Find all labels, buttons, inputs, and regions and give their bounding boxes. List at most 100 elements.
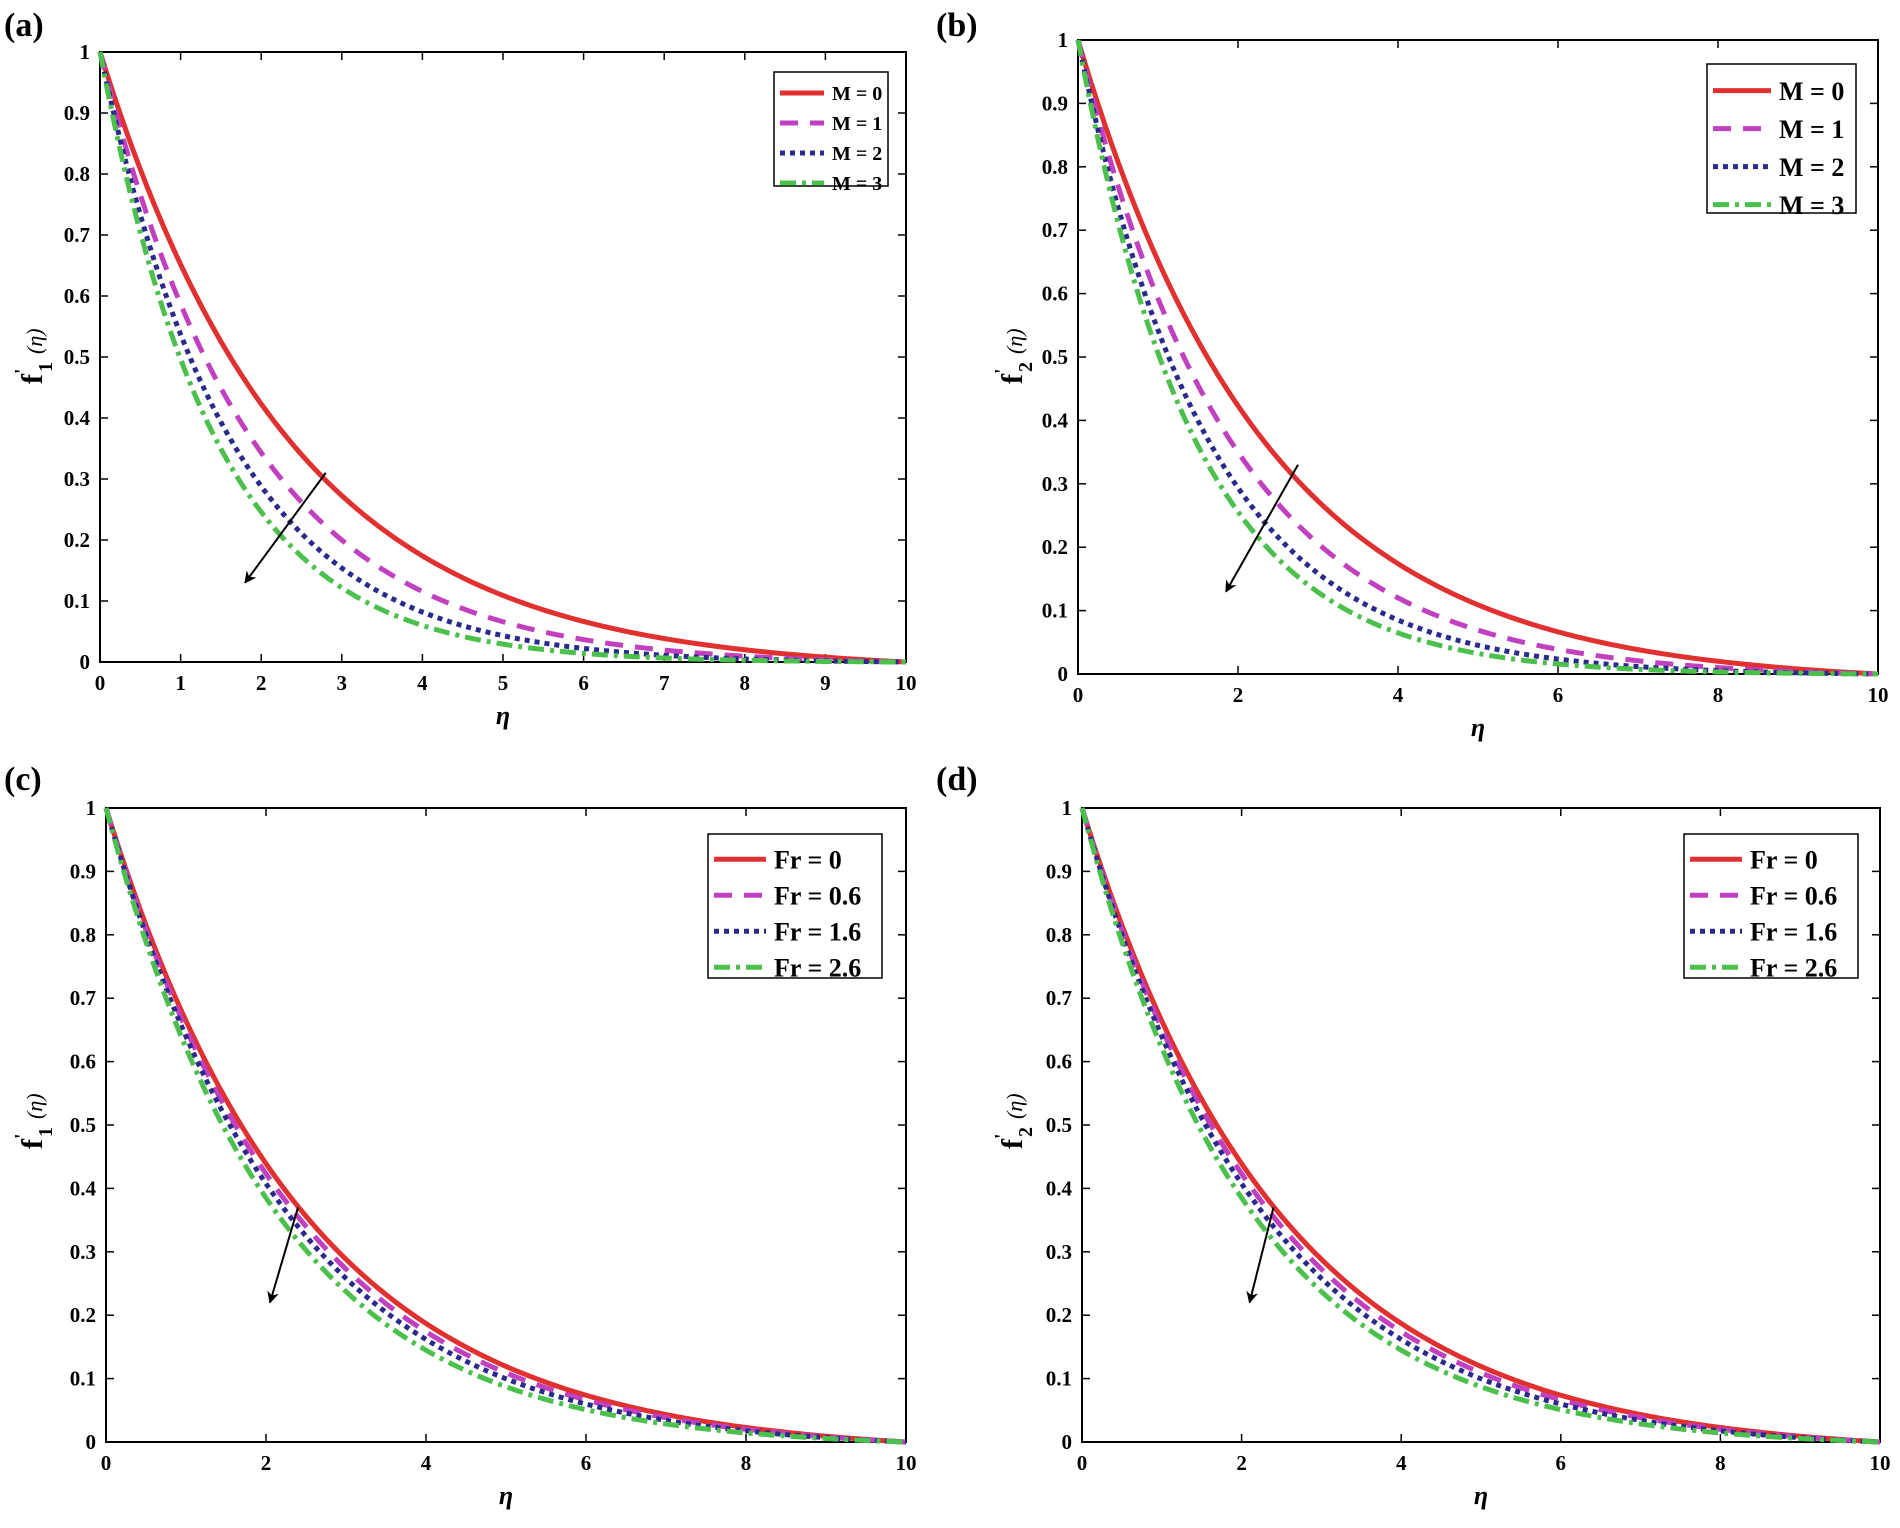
x-tick-label: 2 (1236, 1451, 1247, 1475)
y-tick-label: 0.5 (64, 345, 90, 369)
y-axis-label-prime: ' (11, 368, 33, 374)
y-tick-label: 0.9 (1046, 859, 1072, 883)
y-axis-label-prime: ' (11, 1133, 33, 1139)
x-tick-label: 8 (740, 671, 751, 695)
x-tick-label: 6 (581, 1451, 592, 1475)
trend-arrow (1225, 464, 1299, 593)
y-tick-label: 0.7 (1046, 986, 1072, 1010)
y-tick-label: 0.8 (64, 162, 90, 186)
x-axis-label: η (1471, 713, 1485, 742)
legend-label-4: Fr = 2.6 (1750, 954, 1837, 983)
y-tick-label: 0.4 (70, 1176, 97, 1200)
legend-label-4: M = 3 (1779, 191, 1844, 220)
trend-arrow (1246, 1207, 1275, 1304)
legend-label-4: Fr = 2.6 (774, 954, 861, 983)
legend-label-2: Fr = 0.6 (774, 882, 861, 911)
series-line-4 (97, 51, 907, 665)
series-line-3 (103, 807, 907, 1445)
x-tick-label: 7 (659, 671, 670, 695)
y-axis-label-main: f (16, 373, 49, 384)
x-tick-label: 4 (417, 671, 428, 695)
x-tick-label: 10 (1870, 1451, 1891, 1475)
x-tick-label: 9 (820, 671, 831, 695)
y-tick-label: 0.2 (64, 528, 90, 552)
series-line-3 (1079, 807, 1881, 1445)
series-line-2 (97, 51, 907, 665)
x-tick-label: 4 (1393, 683, 1404, 707)
y-tick-label: 0.8 (70, 923, 96, 947)
trend-arrow (244, 472, 327, 584)
x-tick-label: 2 (256, 671, 267, 695)
y-tick-label: 0.1 (1042, 599, 1068, 623)
y-tick-label: 0.8 (1042, 155, 1068, 179)
y-tick-label: 1 (80, 40, 91, 64)
legend-label-3: Fr = 1.6 (774, 918, 861, 947)
y-tick-label: 0.5 (1042, 345, 1068, 369)
y-axis-label-prime: ' (991, 1133, 1013, 1139)
chart-panel-a: (a) 0 1 2 3 4 5 6 7 8 9 10 0 0.1 0.2 0.3 0.4 0.5 0.6 0.7 0.8… (4, 7, 917, 730)
y-tick-label: 1 (1058, 28, 1069, 52)
legend-label-3: M = 2 (1779, 153, 1844, 182)
y-tick-label: 0.4 (1042, 408, 1069, 432)
x-tick-label: 8 (1715, 1451, 1726, 1475)
y-tick-label: 0 (1062, 1430, 1073, 1454)
x-tick-label: 0 (101, 1451, 112, 1475)
chart-panel-d: (d) 0 2 4 6 8 10 0 0.1 0.2 0.3 0.4 0.5 0.6 0.7 0.8 0.9 1 η… (936, 761, 1891, 1510)
series-line-1 (1075, 39, 1879, 677)
x-tick-label: 2 (1233, 683, 1244, 707)
legend-label-4: M = 3 (832, 173, 882, 195)
y-tick-label: 0.3 (1046, 1240, 1072, 1264)
y-tick-label: 0 (80, 650, 91, 674)
x-tick-label: 1 (175, 671, 186, 695)
legend: M = 0 M = 1 M = 2 M = 3 (773, 71, 889, 195)
y-tick-label: 0.2 (1042, 535, 1068, 559)
series-line-2 (1075, 39, 1879, 677)
y-tick-label: 0 (86, 1430, 97, 1454)
y-axis-label: f' 1 (η) (11, 328, 57, 384)
y-tick-label: 0.4 (64, 406, 91, 430)
y-tick-label: 0.1 (70, 1367, 96, 1391)
y-tick-label: 0.2 (1046, 1303, 1072, 1327)
y-tick-label: 0.7 (70, 986, 96, 1010)
y-tick-label: 0.1 (64, 589, 90, 613)
legend-label-1: Fr = 0 (1750, 846, 1818, 875)
y-tick-label: 0.3 (1042, 472, 1068, 496)
y-tick-label: 0.2 (70, 1303, 96, 1327)
legend-label-1: M = 0 (1779, 77, 1844, 106)
y-tick-label: 1 (86, 796, 97, 820)
x-tick-label: 6 (1553, 683, 1564, 707)
y-tick-label: 0.6 (1046, 1050, 1072, 1074)
y-tick-label: 0.5 (1046, 1113, 1072, 1137)
y-axis-label-argument: (η) (22, 328, 47, 354)
y-axis-label-subscript: 1 (35, 1127, 57, 1137)
legend-label-3: M = 2 (832, 143, 882, 165)
x-tick-label: 10 (1868, 683, 1889, 707)
panel-label: (b) (936, 7, 978, 44)
y-tick-label: 0.7 (1042, 218, 1068, 242)
x-tick-label: 10 (896, 1451, 917, 1475)
series-line-4 (103, 807, 907, 1445)
y-tick-label: 0.3 (64, 467, 90, 491)
panel-label: (c) (4, 761, 42, 798)
y-axis-label-main: f (996, 373, 1029, 384)
y-tick-label: 0.9 (1042, 91, 1068, 115)
legend: Fr = 0 Fr = 0.6 Fr = 1.6 Fr = 2.6 (1683, 833, 1859, 983)
x-tick-label: 6 (578, 671, 589, 695)
x-tick-label: 0 (95, 671, 106, 695)
x-axis-label: η (499, 1481, 513, 1510)
legend-label-1: Fr = 0 (774, 846, 842, 875)
y-tick-label: 0.4 (1046, 1176, 1073, 1200)
y-axis-label-subscript: 1 (35, 362, 57, 372)
y-tick-label: 0.6 (70, 1050, 96, 1074)
y-tick-label: 0.8 (1046, 923, 1072, 947)
chart-panel-b: (b) 0 2 4 6 8 10 0 0.1 0.2 0.3 0.4 0.5 0.6 0.7 0.8 0.9 1 η… (936, 7, 1889, 742)
y-axis-label-argument: (η) (1002, 1093, 1027, 1119)
x-axis-label: η (1474, 1481, 1488, 1510)
y-tick-label: 0.9 (64, 101, 90, 125)
x-tick-label: 6 (1556, 1451, 1567, 1475)
y-tick-label: 0.6 (1042, 282, 1068, 306)
y-axis-label: f' 2 (η) (991, 328, 1037, 384)
y-axis-label-subscript: 2 (1015, 1127, 1037, 1137)
y-tick-label: 0.6 (64, 284, 90, 308)
